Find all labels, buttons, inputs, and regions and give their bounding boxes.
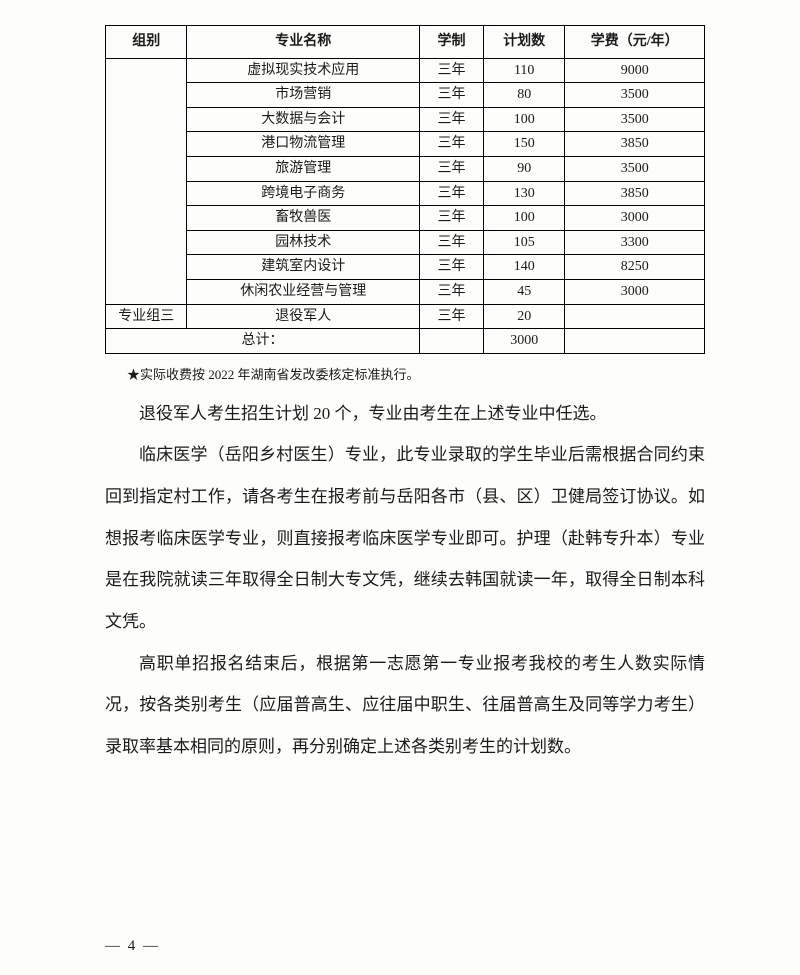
cell-group-blank [106, 58, 187, 304]
total-plan: 3000 [483, 329, 564, 354]
table-body: 虚拟现实技术应用 三年 110 9000 市场营销 三年 80 3500 大数据… [106, 58, 705, 353]
cell-fee: 3300 [565, 230, 705, 255]
table-row: 跨境电子商务 三年 130 3850 [106, 181, 705, 206]
header-name: 专业名称 [187, 26, 420, 59]
cell-group: 专业组三 [106, 304, 187, 329]
table-row: 虚拟现实技术应用 三年 110 9000 [106, 58, 705, 83]
table-row: 大数据与会计 三年 100 3500 [106, 107, 705, 132]
total-fee [565, 329, 705, 354]
cell-name: 旅游管理 [187, 156, 420, 181]
cell-plan: 20 [483, 304, 564, 329]
cell-fee: 8250 [565, 255, 705, 280]
cell-dur: 三年 [420, 107, 484, 132]
total-dur [420, 329, 484, 354]
cell-fee: 3500 [565, 83, 705, 108]
cell-name: 退役军人 [187, 304, 420, 329]
cell-fee: 3000 [565, 206, 705, 231]
cell-fee: 3500 [565, 156, 705, 181]
table-row: 建筑室内设计 三年 140 8250 [106, 255, 705, 280]
cell-dur: 三年 [420, 58, 484, 83]
cell-plan: 45 [483, 279, 564, 304]
cell-name: 休闲农业经营与管理 [187, 279, 420, 304]
cell-plan: 110 [483, 58, 564, 83]
cell-name: 市场营销 [187, 83, 420, 108]
table-row: 休闲农业经营与管理 三年 45 3000 [106, 279, 705, 304]
cell-plan: 140 [483, 255, 564, 280]
cell-dur: 三年 [420, 279, 484, 304]
table-row: 市场营销 三年 80 3500 [106, 83, 705, 108]
cell-plan: 100 [483, 206, 564, 231]
cell-name: 跨境电子商务 [187, 181, 420, 206]
cell-plan: 100 [483, 107, 564, 132]
header-dur: 学制 [420, 26, 484, 59]
table-row: 园林技术 三年 105 3300 [106, 230, 705, 255]
cell-name: 建筑室内设计 [187, 255, 420, 280]
cell-plan: 90 [483, 156, 564, 181]
cell-dur: 三年 [420, 206, 484, 231]
header-fee: 学费（元/年） [565, 26, 705, 59]
cell-fee: 3850 [565, 132, 705, 157]
header-plan: 计划数 [483, 26, 564, 59]
cell-name: 园林技术 [187, 230, 420, 255]
cell-fee: 3000 [565, 279, 705, 304]
cell-plan: 150 [483, 132, 564, 157]
cell-dur: 三年 [420, 181, 484, 206]
cell-fee: 3500 [565, 107, 705, 132]
table-row: 专业组三 退役军人 三年 20 [106, 304, 705, 329]
cell-fee: 9000 [565, 58, 705, 83]
cell-fee: 3850 [565, 181, 705, 206]
total-label: 总计： [106, 329, 420, 354]
cell-name: 畜牧兽医 [187, 206, 420, 231]
program-table: 组别 专业名称 学制 计划数 学费（元/年） 虚拟现实技术应用 三年 110 9… [105, 25, 705, 354]
cell-fee [565, 304, 705, 329]
cell-dur: 三年 [420, 156, 484, 181]
paragraph: 临床医学（岳阳乡村医生）专业，此专业录取的学生毕业后需根据合同约束回到指定村工作… [105, 434, 705, 642]
paragraph: 退役军人考生招生计划 20 个，专业由考生在上述专业中任选。 [105, 393, 705, 435]
cell-dur: 三年 [420, 230, 484, 255]
header-group: 组别 [106, 26, 187, 59]
table-row: 旅游管理 三年 90 3500 [106, 156, 705, 181]
table-row: 港口物流管理 三年 150 3850 [106, 132, 705, 157]
body-text: 退役军人考生招生计划 20 个，专业由考生在上述专业中任选。 临床医学（岳阳乡村… [105, 393, 705, 768]
paragraph: 高职单招报名结束后，根据第一志愿第一专业报考我校的考生人数实际情况，按各类别考生… [105, 643, 705, 768]
page-number: — 4 — [105, 938, 160, 955]
document-page: 组别 专业名称 学制 计划数 学费（元/年） 虚拟现实技术应用 三年 110 9… [0, 0, 800, 975]
table-total-row: 总计： 3000 [106, 329, 705, 354]
cell-plan: 80 [483, 83, 564, 108]
cell-dur: 三年 [420, 132, 484, 157]
cell-name: 港口物流管理 [187, 132, 420, 157]
cell-plan: 105 [483, 230, 564, 255]
cell-dur: 三年 [420, 304, 484, 329]
cell-dur: 三年 [420, 255, 484, 280]
cell-name: 大数据与会计 [187, 107, 420, 132]
table-row: 畜牧兽医 三年 100 3000 [106, 206, 705, 231]
cell-plan: 130 [483, 181, 564, 206]
cell-dur: 三年 [420, 83, 484, 108]
cell-name: 虚拟现实技术应用 [187, 58, 420, 83]
fee-note: ★实际收费按 2022 年湖南省发改委核定标准执行。 [127, 364, 705, 383]
table-header-row: 组别 专业名称 学制 计划数 学费（元/年） [106, 26, 705, 59]
